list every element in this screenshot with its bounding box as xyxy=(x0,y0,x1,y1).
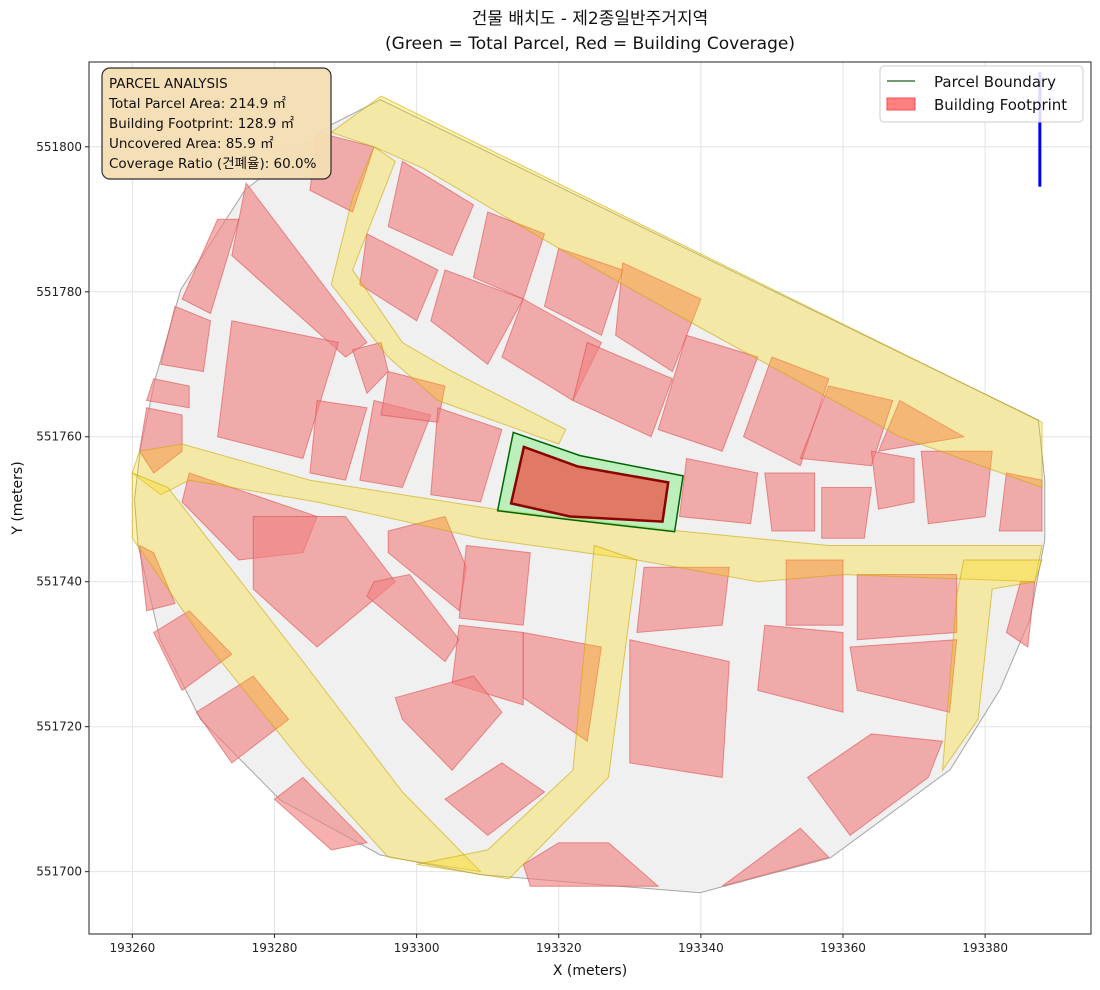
context-building xyxy=(785,559,844,626)
x-tick-label: 193300 xyxy=(394,941,440,955)
legend-patch-building xyxy=(886,97,916,111)
axes-frame xyxy=(88,61,1092,935)
context-building xyxy=(721,827,830,887)
context-building xyxy=(678,457,759,525)
road xyxy=(330,95,1043,489)
context-building xyxy=(856,574,958,641)
x-axis-label: X (meters) xyxy=(553,963,627,979)
road xyxy=(416,544,638,880)
context-building xyxy=(806,733,944,837)
legend: Parcel Boundary Building Footprint xyxy=(879,65,1084,123)
context-building xyxy=(757,624,844,713)
y-tick-label: 551800 xyxy=(36,140,82,154)
context-building xyxy=(799,385,894,467)
context-building xyxy=(394,675,503,771)
target-building xyxy=(509,445,670,523)
y-tick-label: 551760 xyxy=(36,430,82,444)
context-building xyxy=(742,356,830,467)
context-building xyxy=(252,516,396,648)
context-building xyxy=(138,407,183,474)
context-building xyxy=(444,762,546,837)
context-building xyxy=(351,341,389,395)
context-building xyxy=(430,407,503,503)
y-tick-label: 551740 xyxy=(36,575,82,589)
context-building xyxy=(153,610,233,692)
road xyxy=(131,472,483,873)
x-tick-label: 193320 xyxy=(536,941,582,955)
context-building xyxy=(231,181,368,358)
annotation-line: Coverage Ratio (건폐율): 60.0% xyxy=(109,156,317,172)
annotation-line: PARCEL ANALYSIS xyxy=(109,76,228,92)
y-tick-label: 551720 xyxy=(36,720,82,734)
annotation-line: Total Parcel Area: 214.9 ㎡ xyxy=(108,96,286,112)
context-building xyxy=(387,160,475,257)
x-tick-label: 193360 xyxy=(820,941,866,955)
context-building xyxy=(195,675,290,764)
x-tick-label: 193260 xyxy=(109,941,155,955)
context-building xyxy=(309,399,368,481)
y-tick-label: 551700 xyxy=(36,865,82,879)
context-building xyxy=(920,450,993,525)
context-building xyxy=(366,573,460,663)
x-tick-label: 193340 xyxy=(678,941,724,955)
context-building xyxy=(998,472,1043,532)
x-tick-label: 193280 xyxy=(252,941,298,955)
annotation-box: PARCEL ANALYSIS Total Parcel Area: 214.9… xyxy=(101,67,332,180)
context-building xyxy=(870,450,915,510)
road xyxy=(330,146,567,445)
y-tick-label: 551780 xyxy=(36,285,82,299)
ticks: 193260 193280 193300 193320 193340 193360 1933… xyxy=(36,140,1008,955)
context-building xyxy=(615,262,702,373)
annotation-line: Building Footprint: 128.9 ㎡ xyxy=(109,116,295,132)
context-building xyxy=(572,341,674,438)
y-axis-label: Y (meters) xyxy=(10,461,26,535)
context-building xyxy=(849,639,958,713)
context-building xyxy=(764,472,816,532)
context-building xyxy=(636,566,730,634)
context-building xyxy=(160,305,212,373)
context-building xyxy=(273,776,368,851)
legend-label-parcel: Parcel Boundary xyxy=(934,73,1056,91)
plot-area xyxy=(131,72,1046,894)
road xyxy=(131,443,1043,583)
context-building xyxy=(359,233,439,322)
context-building xyxy=(458,544,531,626)
context-building xyxy=(522,631,602,743)
context-building xyxy=(543,247,624,337)
context-building xyxy=(181,218,240,315)
legend-label-building: Building Footprint xyxy=(934,96,1067,114)
context-building xyxy=(821,487,872,539)
chart-subtitle: (Green = Total Parcel, Red = Building Co… xyxy=(385,34,795,54)
context-building xyxy=(430,269,524,366)
context-building xyxy=(629,639,730,778)
context-building xyxy=(657,334,759,452)
annotation-line: Uncovered Area: 85.9 ㎡ xyxy=(109,136,274,152)
road xyxy=(941,559,1043,773)
x-tick-label: 193380 xyxy=(962,941,1008,955)
chart-title: 건물 배치도 - 제2종일반주거지역 xyxy=(472,9,708,29)
context-building xyxy=(217,320,340,460)
context-building xyxy=(145,378,190,409)
context-building xyxy=(522,842,660,887)
